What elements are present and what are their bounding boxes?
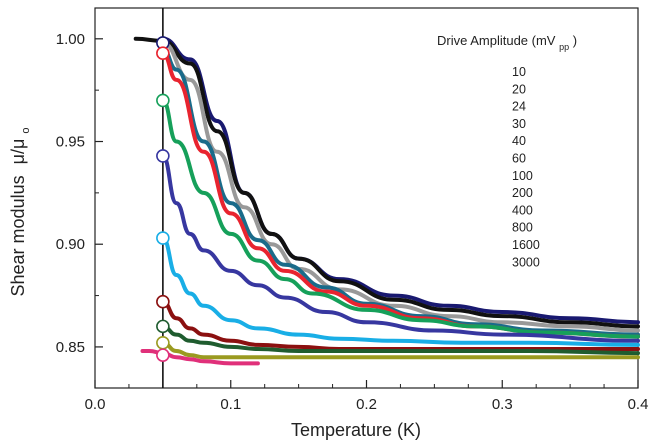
- x-tick-label-0-1: 0.1: [220, 396, 241, 413]
- y-axis-label-mu: μ/μ: [8, 139, 28, 165]
- legend-entry-800: 800: [512, 221, 533, 235]
- legend-entry-1600: 1600: [512, 238, 540, 252]
- x-tick-label-0-0: 0.0: [85, 396, 106, 413]
- y-tick-label-0-95: 0.95: [56, 134, 85, 151]
- marker-1600: [156, 336, 170, 350]
- marker-60: [156, 93, 170, 108]
- legend-entry-10: 10: [512, 65, 526, 79]
- series-line-30: [160, 47, 640, 337]
- series-group: [133, 36, 640, 366]
- y-axis-label-sub: o: [20, 128, 32, 134]
- legend-entry-3000: 3000: [512, 255, 540, 269]
- marker-400: [156, 294, 170, 309]
- series-line-60: [160, 98, 640, 339]
- series-line-800: [160, 324, 640, 356]
- marker-40: [156, 46, 170, 60]
- legend-entry-24: 24: [512, 100, 526, 114]
- x-tick-label-0-2: 0.2: [356, 396, 377, 413]
- y-tick-label-0-90: 0.90: [56, 236, 85, 253]
- axis-ticks-group: 0.0 0.1 0.2 0.3 0.4 0.85 0.90 0.95 1.00: [56, 31, 649, 413]
- series-line-20: [133, 36, 640, 329]
- y-tick-label-1-00: 1.00: [56, 31, 85, 48]
- series-line-200: [160, 236, 640, 347]
- series-line-24: [160, 40, 640, 333]
- marker-200: [156, 231, 170, 245]
- legend-entry-30: 30: [512, 117, 526, 131]
- x-axis-label: Temperature (K): [291, 420, 421, 440]
- markers-group: [156, 36, 170, 362]
- legend-title-sub: pp: [559, 42, 569, 52]
- y-tick-label-0-85: 0.85: [56, 339, 85, 356]
- legend-entry-400: 400: [512, 203, 533, 217]
- series-line-1600: [160, 340, 640, 360]
- series-line-3000: [140, 348, 260, 366]
- legend-title-main: Drive Amplitude (mV: [437, 33, 556, 48]
- y-axis-label-main: Shear modulus: [8, 175, 28, 296]
- legend: Drive Amplitude (mV pp ) 10 20 24 30 40 60 100…: [437, 33, 577, 269]
- x-tick-label-0-3: 0.3: [492, 396, 513, 413]
- marker-800: [156, 319, 170, 334]
- marker-3000: [156, 348, 170, 362]
- legend-entry-60: 60: [512, 152, 526, 166]
- marker-100: [156, 149, 170, 163]
- legend-entry-100: 100: [512, 169, 533, 183]
- legend-entry-20: 20: [512, 82, 526, 96]
- legend-entry-200: 200: [512, 186, 533, 200]
- legend-title: Drive Amplitude (mV pp ): [437, 33, 577, 53]
- legend-entries: 10 20 24 30 40 60 100 200 400 800 1600 3000: [512, 65, 540, 269]
- legend-entry-40: 40: [512, 134, 526, 148]
- y-axis-label: Shear modulus μ/μ o: [8, 128, 32, 297]
- legend-title-end: ): [573, 33, 577, 48]
- x-tick-label-0-4: 0.4: [628, 396, 649, 413]
- series-line-100: [160, 153, 640, 343]
